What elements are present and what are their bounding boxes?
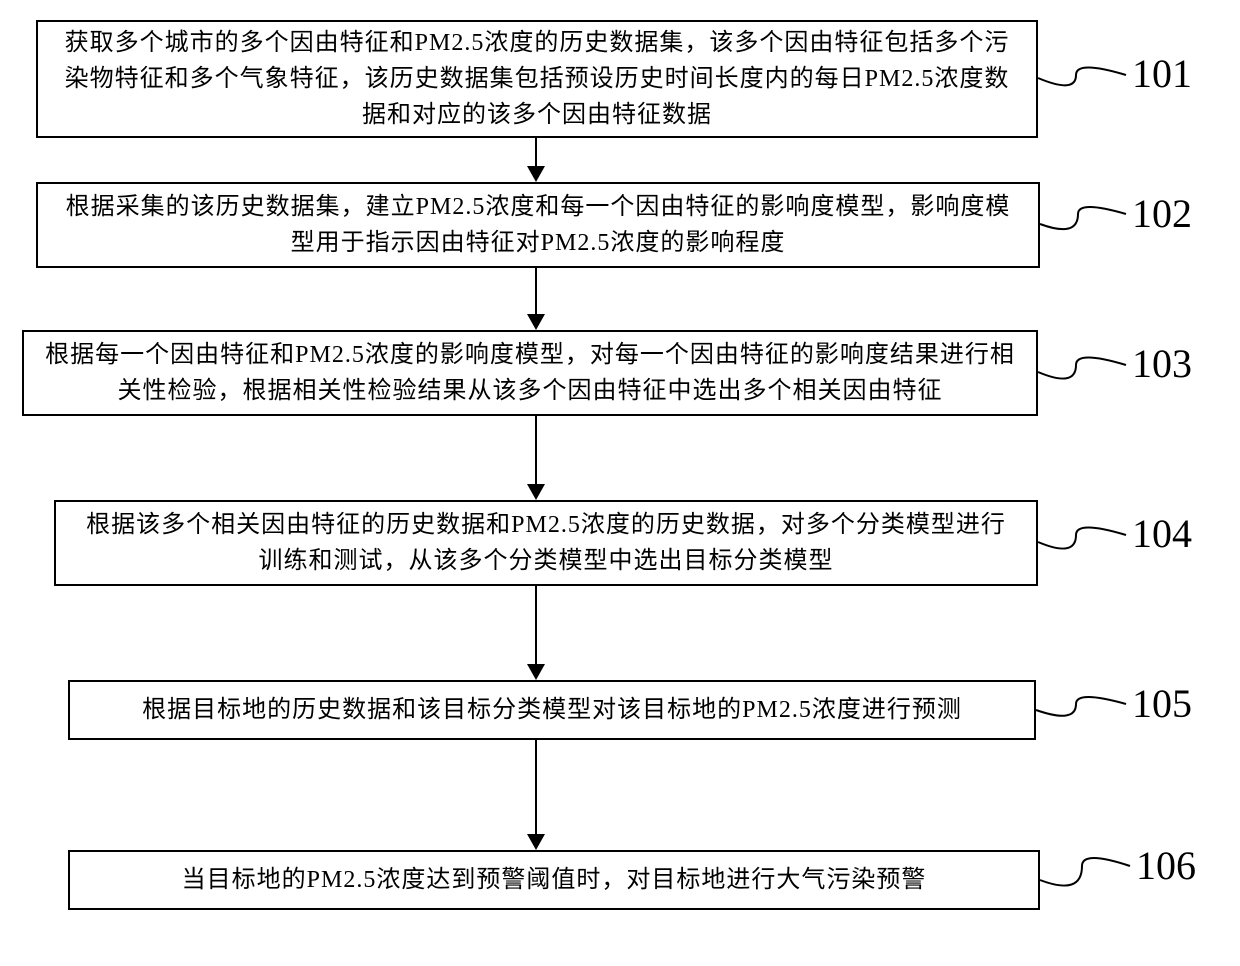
connector-106 <box>0 0 1240 966</box>
